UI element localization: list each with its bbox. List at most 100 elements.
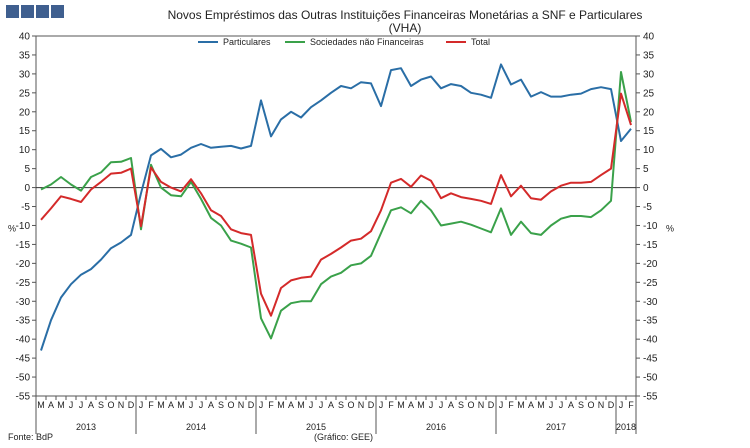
month-label: M xyxy=(177,400,185,410)
month-label: A xyxy=(528,400,534,410)
month-label: N xyxy=(118,400,125,410)
month-label: O xyxy=(227,400,234,410)
y-tick-label-right: -55 xyxy=(643,392,658,403)
series-line-sociedades-não-financeiras xyxy=(40,71,632,340)
month-label: N xyxy=(358,400,365,410)
y-tick-label-left: -35 xyxy=(16,316,31,327)
y-tick-label-left: -5 xyxy=(21,202,30,213)
month-label: S xyxy=(338,400,344,410)
y-tick-label-right: -5 xyxy=(643,202,652,213)
month-label: M xyxy=(277,400,285,410)
month-label: S xyxy=(458,400,464,410)
month-label: J xyxy=(319,400,324,410)
y-tick-label-right: 30 xyxy=(643,69,655,80)
y-tick-label-right: -35 xyxy=(643,316,658,327)
y-tick-label-left: 0 xyxy=(24,183,30,194)
y-tick-label-left: -20 xyxy=(16,259,31,270)
year-label: 2016 xyxy=(426,422,446,432)
month-label: S xyxy=(98,400,104,410)
chart-subtitle: (VHA) xyxy=(388,21,422,35)
year-label: 2015 xyxy=(306,422,326,432)
y-tick-label-left: 40 xyxy=(19,32,31,43)
y-tick-label-right: 0 xyxy=(643,183,649,194)
y-tick-label-right: 35 xyxy=(643,50,655,61)
y-tick-label-right: -25 xyxy=(643,278,658,289)
month-label: J xyxy=(199,400,204,410)
month-label: D xyxy=(608,400,615,410)
month-label: J xyxy=(189,400,194,410)
month-label: O xyxy=(347,400,354,410)
y-axis-label-right: % xyxy=(666,223,674,233)
month-label: A xyxy=(568,400,574,410)
month-label: A xyxy=(168,400,174,410)
month-label: M xyxy=(397,400,405,410)
y-tick-label-right: -45 xyxy=(643,354,658,365)
y-tick-label-left: -40 xyxy=(16,335,31,346)
month-label: J xyxy=(139,400,144,410)
month-label: M xyxy=(537,400,545,410)
y-tick-label-right: 15 xyxy=(643,126,655,137)
y-tick-label-left: 30 xyxy=(19,69,31,80)
source-note: Fonte: BdP xyxy=(8,432,54,442)
logo xyxy=(6,5,64,19)
y-tick-label-left: -45 xyxy=(16,354,31,365)
month-label: A xyxy=(448,400,454,410)
y-tick-label-right: -40 xyxy=(643,335,658,346)
y-tick-label-left: 35 xyxy=(19,50,31,61)
month-label: A xyxy=(288,400,294,410)
month-label: D xyxy=(248,400,255,410)
month-label: J xyxy=(69,400,74,410)
y-tick-label-right: -15 xyxy=(643,240,658,251)
month-label: J xyxy=(499,400,504,410)
month-label: F xyxy=(388,400,394,410)
month-label: O xyxy=(587,400,594,410)
month-label: S xyxy=(218,400,224,410)
y-tick-label-left: -15 xyxy=(16,240,31,251)
month-label: F xyxy=(148,400,154,410)
y-tick-label-left: 25 xyxy=(19,88,31,99)
y-tick-label-right: 20 xyxy=(643,107,655,118)
month-label: M xyxy=(57,400,65,410)
month-label: D xyxy=(488,400,495,410)
y-tick-label-right: 10 xyxy=(643,145,655,156)
y-tick-label-right: 40 xyxy=(643,32,655,43)
legend-label: Particulares xyxy=(223,37,271,47)
year-label: 2013 xyxy=(76,422,96,432)
y-tick-label-left: 15 xyxy=(19,126,31,137)
month-label: J xyxy=(559,400,564,410)
y-tick-label-left: -30 xyxy=(16,297,31,308)
y-tick-label-right: -10 xyxy=(643,221,658,232)
month-label: J xyxy=(619,400,624,410)
chart-title: Novos Empréstimos das Outras Instituiçõe… xyxy=(167,8,643,22)
y-tick-label-left: -25 xyxy=(16,278,31,289)
month-label: J xyxy=(429,400,434,410)
month-label: A xyxy=(208,400,214,410)
series-line-total xyxy=(40,92,632,317)
y-tick-label-right: 5 xyxy=(643,164,649,175)
year-label: 2014 xyxy=(186,422,206,432)
month-label: S xyxy=(578,400,584,410)
month-label: F xyxy=(508,400,514,410)
y-tick-label-right: -30 xyxy=(643,297,658,308)
y-tick-label-left: -55 xyxy=(16,392,31,403)
y-tick-label-left: -50 xyxy=(16,373,31,384)
y-tick-label-right: -50 xyxy=(643,373,658,384)
y-tick-label-left: 20 xyxy=(19,107,31,118)
month-label: N xyxy=(478,400,485,410)
y-tick-label-right: 25 xyxy=(643,88,655,99)
month-label: O xyxy=(107,400,114,410)
month-label: A xyxy=(48,400,54,410)
month-label: F xyxy=(268,400,274,410)
y-tick-label-left: 5 xyxy=(24,164,30,175)
month-label: M xyxy=(297,400,305,410)
month-label: N xyxy=(598,400,605,410)
month-label: J xyxy=(259,400,264,410)
legend-label: Total xyxy=(471,37,490,47)
month-label: M xyxy=(517,400,525,410)
month-label: J xyxy=(79,400,84,410)
chart-credit: (Gráfico: GEE) xyxy=(314,432,374,442)
month-label: M xyxy=(157,400,165,410)
y-tick-label-left: 10 xyxy=(19,145,31,156)
y-tick-label-left: -10 xyxy=(16,221,31,232)
